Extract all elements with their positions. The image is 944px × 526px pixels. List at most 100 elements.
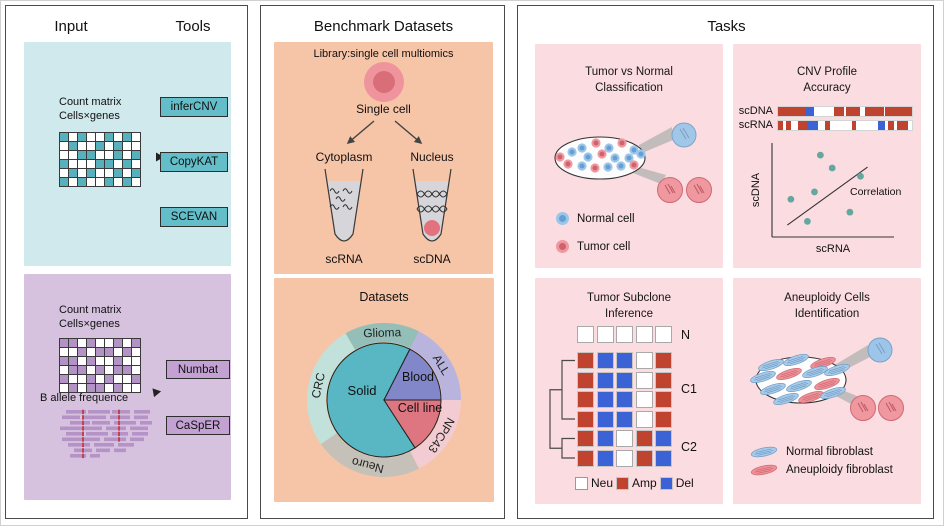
normal-row-label: N	[681, 328, 691, 342]
aneuploidy-title-line2: Identification	[794, 308, 860, 320]
rna-squiggles-icon	[329, 188, 353, 210]
tumor-cell-legend: Tumor cell	[555, 239, 630, 254]
neu-label: Neu	[591, 476, 614, 490]
tumor-cell-zoom-circle	[686, 177, 712, 203]
normal-cell-label: Normal cell	[577, 212, 635, 225]
scrna-tube-liquid	[326, 181, 362, 241]
scrna-tube-label: scRNA	[325, 252, 363, 266]
dna-count-matrix	[59, 338, 141, 393]
neu-swatch	[575, 476, 588, 490]
mixed-cells	[555, 138, 646, 173]
baf-label: B allele frequence	[40, 392, 129, 404]
aneuploidy-fibroblast-label: Aneuploidy fibroblast	[786, 464, 893, 476]
aneuploidy-zoom-circle	[878, 395, 904, 421]
cnv-title-line2: Accuracy	[803, 82, 851, 94]
cnv-heatmap-grid	[577, 352, 672, 467]
subclone-box: Tumor Subclone Inference N C1 C2 Neu Amp	[535, 278, 723, 504]
tools-header: Tools	[175, 18, 211, 35]
clone1-label: C1	[681, 382, 697, 396]
arrow-to-nucleus-icon	[394, 120, 423, 144]
classification-title: Tumor vs Normal Classification	[535, 64, 723, 96]
scrna-tube-outline	[324, 168, 364, 242]
datasets-title: Datasets	[359, 290, 409, 304]
tumor-cell-icon	[556, 240, 569, 253]
cells-genes-label-1: Cells×genes	[59, 110, 120, 122]
rna-count-matrix	[59, 132, 141, 187]
arrow-to-cytoplasm-icon	[346, 120, 375, 144]
benchmark-panel: Benchmark Datasets Library:single cell m…	[260, 5, 505, 519]
cells-genes-label-2: Cells×genes	[59, 318, 120, 330]
cell-nucleus	[373, 71, 395, 93]
chromosome-marks-icon	[679, 127, 690, 140]
cnv-title: CNV Profile Accuracy	[733, 64, 921, 96]
scdna-track-label: scDNA	[738, 105, 773, 117]
chromosome-marks-icon	[875, 342, 886, 355]
rna-input-box: Count matrix Cells×genes inferCNV CopyKA…	[24, 42, 231, 266]
normal-fibroblast-label: Normal fibroblast	[786, 446, 873, 458]
classification-graphic	[554, 122, 712, 203]
dna-helix-icon	[416, 190, 448, 213]
scrna-cnv-track	[777, 120, 913, 131]
aneuploidy-graphic	[750, 337, 904, 421]
normal-fibroblast-icon	[750, 446, 778, 458]
classification-box: Tumor vs Normal Classification	[535, 44, 723, 268]
zoom-beam-icon	[628, 166, 666, 184]
svg-text:Cell line: Cell line	[398, 401, 443, 415]
benchmark-header: Benchmark Datasets	[313, 18, 454, 35]
tumor-cell-label: Tumor cell	[577, 240, 631, 253]
classification-title-line1: Tumor vs Normal	[585, 66, 673, 78]
normal-reference-row	[577, 326, 672, 343]
scatter-xlabel: scRNA	[816, 243, 851, 255]
svg-text:CRC: CRC	[309, 371, 328, 400]
library-box: Library:single cell multiomics	[274, 42, 493, 274]
tool-copykat: CopyKAT	[160, 152, 228, 172]
amp-swatch	[616, 476, 630, 490]
scdna-cnv-track	[777, 106, 913, 117]
normal-fibroblast-legend: Normal fibroblast	[749, 446, 873, 458]
baf-reads-pileup	[60, 409, 152, 459]
chromosome-marks-icon	[857, 401, 897, 413]
zoom-beam-icon	[639, 127, 673, 153]
single-cell-workflow-graphic	[324, 62, 452, 242]
arrow-right-icon	[129, 388, 162, 398]
cnv-title-line1: CNV Profile	[796, 66, 858, 78]
aneuploidy-title-line1: Aneuploidy Cells	[784, 292, 870, 304]
aneuploidy-fibroblast-icon	[750, 464, 778, 476]
tool-infercnv: inferCNV	[160, 97, 228, 117]
subclone-title-line2: Inference	[605, 308, 653, 320]
scdna-tube-label: scDNA	[413, 252, 451, 266]
aneuploidy-box: Aneuploidy Cells Identification	[733, 278, 921, 504]
heatmap-legend: Neu Amp Del	[575, 476, 694, 490]
datasets-box: Datasets Solid Blood Cell line Glioma ALL NPC…	[274, 278, 494, 502]
scrna-track-label: scRNA	[738, 119, 773, 131]
subclone-title: Tumor Subclone Inference	[535, 290, 723, 322]
nucleus-label: Nucleus	[410, 150, 454, 164]
clone2-label: C2	[681, 440, 697, 454]
svg-text:Blood: Blood	[402, 370, 434, 384]
scdna-tube-outline	[412, 168, 452, 242]
chromosome-marks-icon	[664, 183, 705, 195]
single-cell-label: Single cell	[356, 102, 411, 116]
del-swatch	[659, 476, 673, 490]
cnv-accuracy-box: CNV Profile Accuracy scDNA scRNA scDNA s…	[733, 44, 921, 268]
svg-text:Solid: Solid	[348, 383, 377, 398]
tasks-header: Tasks	[707, 18, 746, 35]
count-matrix-label-1: Count matrix	[59, 96, 122, 108]
dna-input-box: Count matrix Cells×genes B allele freque…	[24, 274, 231, 500]
subclone-title-line1: Tumor Subclone	[587, 292, 671, 304]
tasks-panel: Tasks Tumor vs Normal Classification	[517, 5, 934, 519]
aneuploidy-title: Aneuploidy Cells Identification	[733, 290, 921, 322]
scatter-ylabel: scDNA	[750, 172, 762, 207]
tool-scevan: SCEVAN	[160, 207, 228, 227]
correlation-annotation: Correlation	[850, 186, 902, 198]
del-label: Del	[675, 476, 694, 490]
correlation-scatter-plot: scDNA scRNA Correlation	[750, 143, 902, 255]
amp-label: Amp	[632, 476, 657, 490]
library-label: Library:single cell multiomics	[313, 48, 454, 60]
classification-title-line2: Classification	[595, 82, 663, 94]
input-header: Input	[54, 18, 88, 35]
fibroblast-cells	[750, 354, 850, 405]
tumor-cell-zoom-circle	[657, 177, 683, 203]
